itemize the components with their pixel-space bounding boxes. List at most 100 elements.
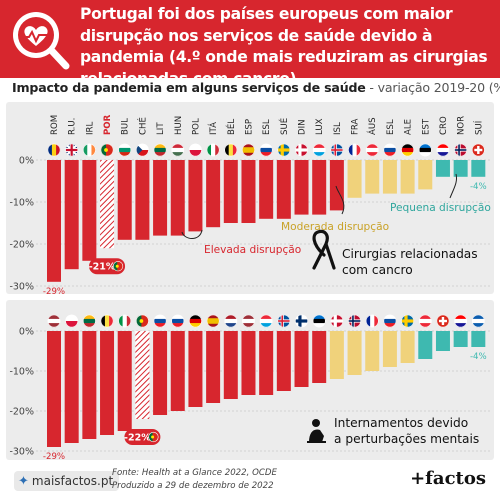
panel-label-line1: Cirurgias relacionadas	[342, 247, 478, 261]
bar	[241, 331, 256, 395]
flag-icon	[365, 314, 379, 328]
category-label: POL	[191, 118, 201, 135]
bar	[382, 160, 397, 194]
bar	[435, 160, 450, 177]
flag-icon	[65, 314, 79, 328]
flag-icon	[47, 143, 61, 157]
panel-label-line2: a perturbações mentais	[334, 432, 479, 446]
flag-icon	[436, 143, 450, 157]
bar	[117, 331, 132, 431]
category-label: ESL	[262, 119, 272, 135]
flag-icon	[471, 143, 485, 157]
bar	[259, 160, 274, 219]
flag-icon	[242, 314, 255, 328]
bar	[329, 331, 344, 379]
bar	[82, 331, 97, 439]
flag-icon	[295, 314, 308, 328]
bar	[153, 160, 168, 236]
date-line: Produzido a 29 de dezembro de 2022	[112, 481, 274, 491]
brand-link[interactable]: ✦ maisfactos.pt	[14, 471, 120, 491]
flag-icon	[189, 314, 202, 328]
flag-icon	[401, 143, 414, 157]
y-tick-label: -30%	[9, 282, 34, 293]
chart-panel-mental-health: 0% -10% -20% -30% -29% -4% -22% Internamentos d…	[6, 300, 494, 460]
category-label: SUÉ	[278, 118, 290, 135]
annotation-arrow	[335, 185, 345, 215]
flag-icon	[454, 314, 468, 328]
annotation-low: Pequena disrupção	[390, 202, 491, 214]
flag-icon	[47, 314, 61, 328]
flag-icon	[383, 314, 397, 328]
flag-icon	[436, 314, 450, 328]
annotation-arrow	[181, 229, 203, 239]
bar	[471, 160, 486, 177]
flag-icon	[224, 314, 238, 328]
category-label: CHÉ	[136, 117, 148, 135]
category-label: FRA	[351, 118, 361, 135]
category-label: ISL	[333, 122, 343, 135]
highlight-value: -21%	[89, 262, 116, 273]
source-note: Fonte: Health at a Glance 2022, OCDE Pro…	[112, 467, 277, 493]
header-banner: Portugal foi dos países europeus com mai…	[0, 0, 500, 88]
source-line: Fonte: Health at a Glance 2022, OCDE	[112, 468, 277, 478]
bar	[47, 331, 61, 447]
flag-icon	[65, 143, 79, 157]
flag-icon	[277, 143, 291, 157]
category-label: ESL	[386, 119, 396, 135]
annotation-moderate: Moderada disrupção	[281, 221, 389, 233]
bar	[400, 331, 415, 363]
chart-subtitle: Impacto da pandemia em alguns serviços d…	[12, 80, 500, 100]
bar	[206, 331, 221, 403]
flag-icon	[118, 314, 132, 328]
bar	[365, 160, 380, 194]
category-label: LUX	[315, 118, 325, 135]
y-tick-label: -10%	[9, 367, 34, 378]
flag-icon	[259, 143, 273, 157]
data-label-first: -29%	[43, 452, 65, 460]
bar	[329, 160, 344, 211]
bar	[418, 331, 433, 359]
flag-icon	[82, 143, 96, 157]
page-title: Portugal foi dos países europeus com mai…	[80, 5, 488, 88]
bar	[64, 331, 79, 443]
chart-panel-cancer-surgery: 0% -10% -20% -30% ROM R.U. IRL POR BUL CHÉ LIT HUN P…	[6, 102, 494, 294]
portugal-flag-icon	[148, 431, 159, 443]
flag-icon	[100, 314, 114, 328]
bar	[435, 331, 450, 351]
footer: ✦ maisfactos.pt Fonte: Health at a Glanc…	[0, 462, 500, 500]
bar	[400, 160, 415, 194]
bar	[347, 160, 362, 198]
flag-icon	[82, 314, 96, 328]
data-label-last: -4%	[470, 352, 487, 362]
flag-icon	[224, 143, 238, 157]
annotation-arrow	[449, 173, 457, 199]
bar	[241, 160, 256, 223]
flag-icon	[330, 143, 344, 157]
bar	[347, 331, 362, 375]
category-label: ALE	[404, 119, 414, 135]
bar	[259, 331, 274, 395]
bar	[276, 331, 291, 391]
bar	[117, 160, 132, 240]
bar	[453, 331, 468, 347]
bar	[47, 160, 61, 282]
bar	[276, 160, 291, 219]
health-search-icon	[13, 12, 70, 70]
annotation-high: Elevada disrupção	[204, 244, 301, 256]
highlight-badge: -22%	[124, 429, 161, 445]
bar	[135, 331, 150, 419]
category-label: ÁUS	[366, 117, 378, 135]
data-label-last: -4%	[470, 182, 487, 192]
bar	[471, 331, 486, 347]
bar	[294, 160, 309, 215]
bar	[453, 160, 468, 177]
flag-icon	[348, 314, 361, 328]
category-label: ROM	[50, 115, 60, 135]
chart-cancer-surgery: 0% -10% -20% -30% ROM R.U. IRL POR BUL CHÉ LIT HUN P…	[9, 114, 491, 294]
bar	[312, 331, 327, 383]
category-label: ESP	[244, 119, 254, 135]
subtitle-unit: - variação 2019-20 (%)	[365, 80, 500, 95]
bar	[188, 331, 203, 407]
flag-icon	[189, 143, 202, 157]
bar	[170, 160, 185, 236]
